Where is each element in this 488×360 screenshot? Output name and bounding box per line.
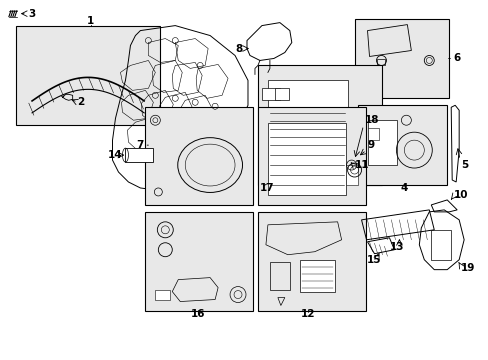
Bar bbox=[299, 260, 334, 292]
Text: 18: 18 bbox=[364, 115, 378, 125]
Bar bbox=[155, 289, 170, 300]
Bar bbox=[262, 88, 279, 100]
Bar bbox=[367, 120, 397, 165]
Bar bbox=[345, 165, 357, 185]
Text: 14: 14 bbox=[108, 150, 122, 160]
Text: 12: 12 bbox=[300, 310, 314, 319]
Text: 13: 13 bbox=[389, 242, 404, 252]
Text: 9: 9 bbox=[367, 140, 374, 150]
Bar bbox=[267, 123, 345, 195]
Text: 15: 15 bbox=[366, 255, 381, 265]
Text: 19: 19 bbox=[460, 263, 474, 273]
Bar bbox=[145, 107, 252, 205]
Bar bbox=[258, 107, 365, 205]
Text: 5: 5 bbox=[460, 160, 468, 170]
Bar bbox=[357, 105, 447, 185]
Bar bbox=[267, 80, 347, 155]
Bar bbox=[258, 66, 382, 185]
Text: 8: 8 bbox=[235, 44, 243, 54]
Text: 6: 6 bbox=[452, 54, 460, 63]
Text: 10: 10 bbox=[453, 190, 468, 200]
Bar bbox=[258, 212, 365, 311]
Bar bbox=[274, 88, 288, 100]
Bar bbox=[16, 26, 160, 125]
Text: 17: 17 bbox=[260, 183, 274, 193]
Bar bbox=[367, 128, 379, 140]
Text: 16: 16 bbox=[190, 310, 205, 319]
Text: 11: 11 bbox=[354, 160, 368, 170]
Text: 2: 2 bbox=[77, 97, 84, 107]
Bar bbox=[269, 262, 289, 289]
Bar bbox=[125, 148, 153, 162]
Bar bbox=[354, 19, 448, 98]
Bar bbox=[145, 212, 252, 311]
Text: 1: 1 bbox=[87, 15, 94, 26]
Bar bbox=[377, 59, 385, 66]
Bar bbox=[430, 230, 450, 260]
Text: 7: 7 bbox=[136, 140, 143, 150]
Text: 4: 4 bbox=[400, 183, 407, 193]
Text: 3: 3 bbox=[28, 9, 35, 19]
